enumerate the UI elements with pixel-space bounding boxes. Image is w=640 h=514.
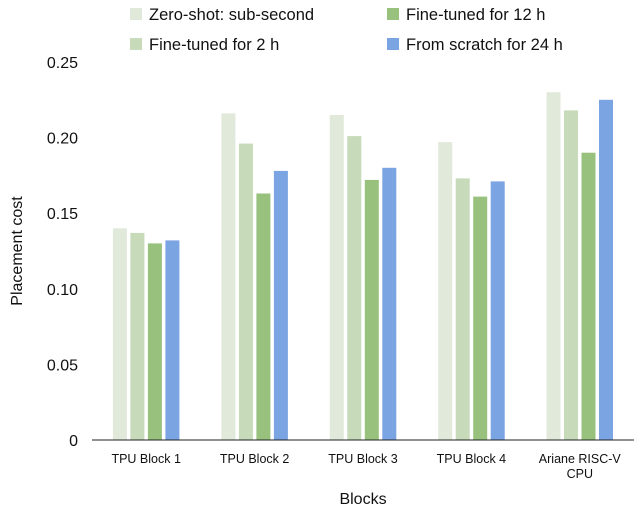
x-tick-label: Ariane RISC-V bbox=[539, 452, 622, 466]
x-tick-label: TPU Block 1 bbox=[111, 452, 181, 466]
bar bbox=[112, 228, 127, 440]
bar bbox=[221, 113, 236, 441]
bar bbox=[329, 114, 344, 441]
y-axis-title: Placement cost bbox=[9, 196, 26, 306]
y-tick-label: 0.15 bbox=[47, 206, 78, 223]
y-tick-label: 0 bbox=[69, 433, 78, 450]
bar bbox=[455, 178, 470, 440]
x-tick-label: TPU Block 2 bbox=[220, 452, 290, 466]
bar bbox=[382, 167, 397, 441]
y-axis-ticks: 0 0.05 0.10 0.15 0.20 0.25 bbox=[47, 55, 78, 450]
legend-label: Fine-tuned for 2 h bbox=[149, 36, 279, 54]
bar bbox=[599, 99, 613, 441]
legend-swatch bbox=[130, 38, 142, 50]
legend-swatch bbox=[387, 38, 399, 50]
bar bbox=[564, 110, 578, 441]
bar bbox=[238, 143, 253, 440]
bar bbox=[147, 243, 162, 440]
bar bbox=[256, 193, 271, 440]
y-tick-label: 0.10 bbox=[47, 282, 78, 299]
x-axis-title: Blocks bbox=[339, 491, 386, 508]
bar bbox=[165, 240, 180, 440]
bar bbox=[273, 170, 288, 440]
bar bbox=[347, 136, 362, 440]
bar bbox=[473, 196, 488, 440]
legend: Zero-shot: sub-second Fine-tuned for 2 h F… bbox=[130, 6, 563, 54]
x-tick-label: CPU bbox=[567, 467, 593, 481]
x-tick-label: TPU Block 4 bbox=[437, 452, 507, 466]
legend-swatch bbox=[387, 8, 399, 20]
bars-area bbox=[112, 92, 613, 441]
x-tick-label: TPU Block 3 bbox=[328, 452, 398, 466]
bar bbox=[130, 232, 145, 440]
y-tick-label: 0.20 bbox=[47, 131, 78, 148]
legend-label: Zero-shot: sub-second bbox=[149, 6, 314, 24]
x-axis-tick-labels: TPU Block 1 TPU Block 2 TPU Block 3 TPU Blo… bbox=[111, 452, 621, 481]
y-tick-label: 0.05 bbox=[47, 357, 78, 374]
legend-label: Fine-tuned for 12 h bbox=[406, 6, 545, 24]
legend-swatch bbox=[130, 8, 142, 20]
bar bbox=[546, 92, 561, 440]
bar bbox=[490, 181, 505, 440]
bar bbox=[364, 179, 379, 440]
legend-label: From scratch for 24 h bbox=[406, 36, 563, 54]
bar bbox=[581, 152, 596, 440]
y-tick-label: 0.25 bbox=[47, 55, 78, 72]
bar bbox=[438, 142, 453, 440]
